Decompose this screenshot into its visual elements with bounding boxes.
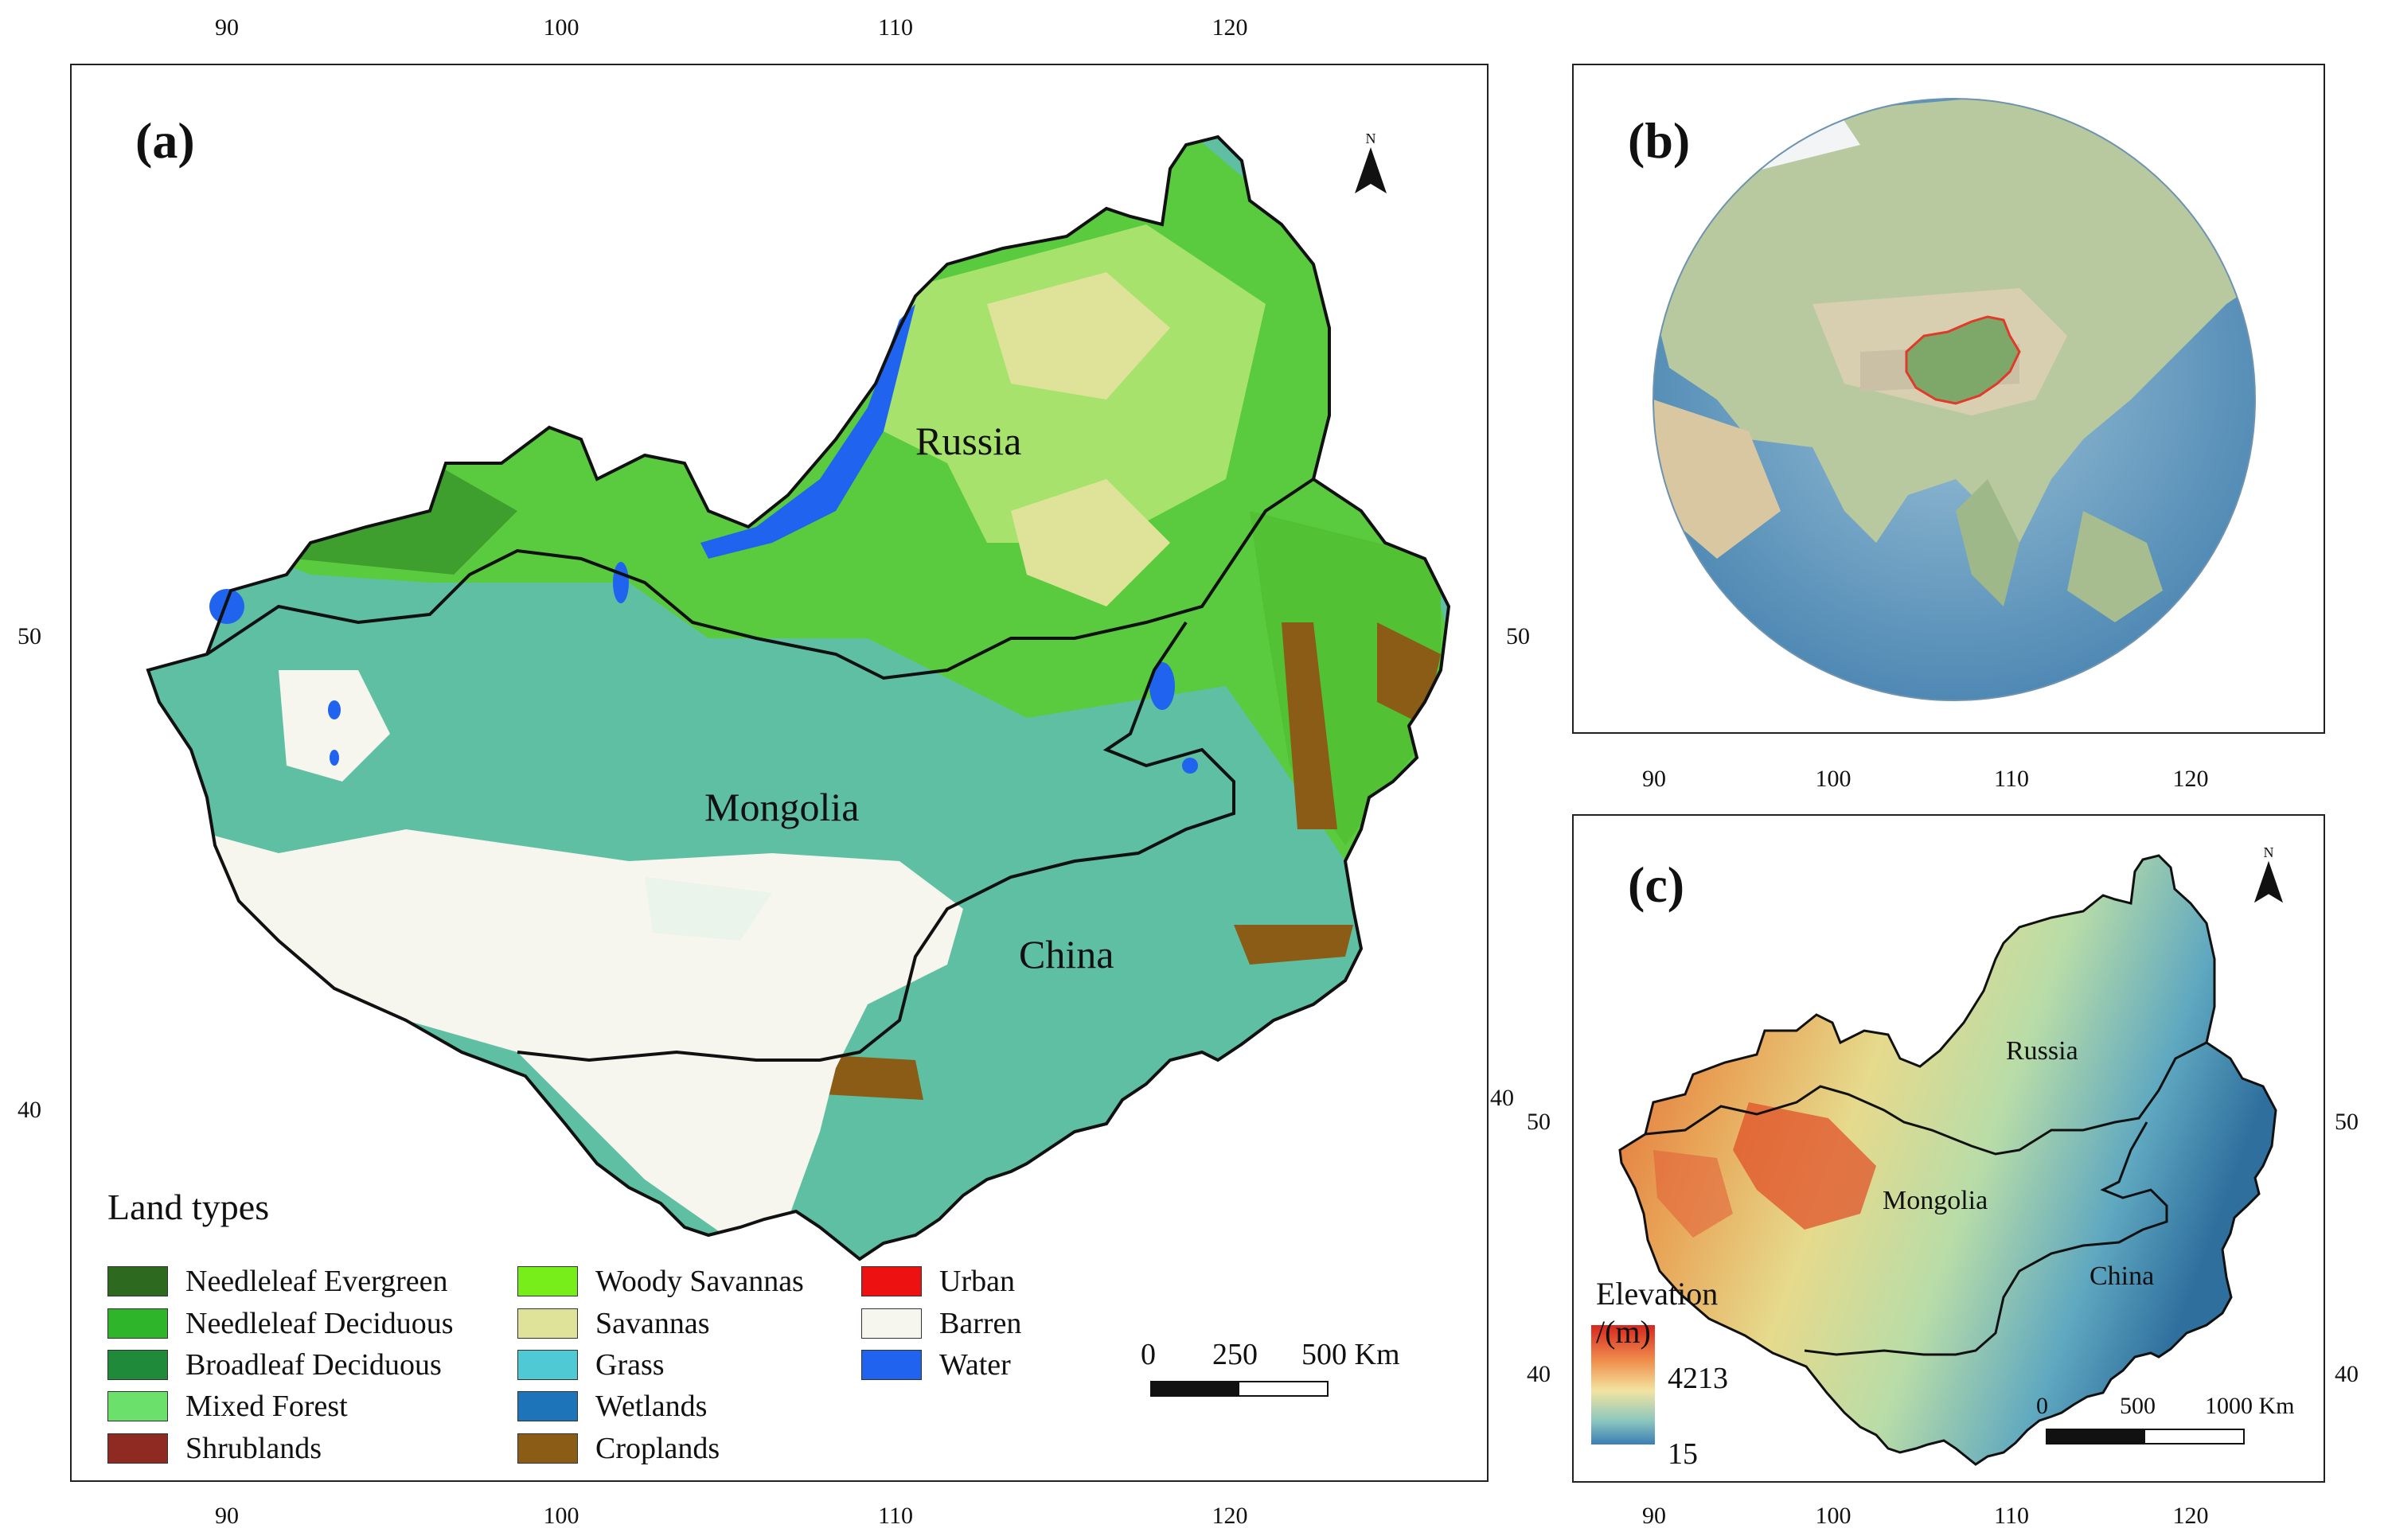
legend-item: Croplands — [517, 1432, 720, 1465]
legend-label: Needleleaf Evergreen — [185, 1265, 448, 1298]
scale-label-end: 1000 Km — [2205, 1393, 2295, 1419]
north-arrow-icon — [2253, 860, 2284, 903]
legend-item: Barren — [861, 1307, 1022, 1340]
elevation-min: 15 — [1668, 1437, 1698, 1471]
legend-item: Needleleaf Evergreen — [107, 1265, 448, 1298]
legend-label: Croplands — [595, 1432, 720, 1465]
lat-tick: 40 — [1527, 1361, 1551, 1387]
country-label-china: China — [1019, 932, 1114, 977]
country-label-russia: Russia — [2006, 1036, 2078, 1066]
legend-item: Savannas — [517, 1307, 710, 1340]
legend-label: Barren — [939, 1307, 1022, 1340]
north-arrow-icon — [1355, 147, 1387, 193]
lon-tick: 100 — [543, 14, 579, 41]
country-label-russia: Russia — [915, 419, 1022, 463]
scale-bar — [2046, 1429, 2245, 1444]
globe-locator-map — [1652, 98, 2256, 701]
legend-item: Needleleaf Deciduous — [107, 1307, 454, 1340]
legend-item: Grass — [517, 1348, 665, 1382]
scale-label-zero: 0 — [1141, 1338, 1156, 1371]
lon-tick: 110 — [878, 14, 913, 41]
lat-tick: 40 — [2335, 1361, 2359, 1387]
legend-label: Water — [939, 1348, 1011, 1382]
north-letter: N — [2263, 844, 2274, 860]
lat-tick: 50 — [18, 623, 41, 649]
north-arrow: N — [2253, 845, 2285, 904]
legend-label: Wetlands — [595, 1390, 708, 1423]
legend-swatch — [861, 1308, 922, 1339]
panel-b-globe-frame — [1572, 64, 2325, 734]
legend-swatch — [107, 1266, 168, 1296]
lon-tick: 120 — [2172, 1503, 2209, 1529]
elevation-map — [1591, 854, 2277, 1466]
country-label-china: China — [2090, 1261, 2155, 1291]
lon-tick: 90 — [1642, 1503, 1666, 1529]
scale-bar — [1150, 1381, 1329, 1397]
legend-item: Broadleaf Deciduous — [107, 1348, 442, 1382]
lon-tick: 90 — [215, 1503, 239, 1529]
lon-tick: 100 — [1815, 766, 1851, 792]
legend-item: Shrublands — [107, 1432, 322, 1465]
legend-swatch — [861, 1266, 922, 1296]
country-label-mongolia: Mongolia — [1883, 1186, 1988, 1215]
legend-item: Woody Savannas — [517, 1265, 804, 1298]
lat-tick: 50 — [2335, 1109, 2359, 1135]
scale-label-zero: 0 — [2036, 1393, 2048, 1419]
lat-tick: 40 — [18, 1097, 41, 1123]
legend-swatch — [517, 1350, 578, 1380]
panel-a-map-frame — [70, 64, 1489, 1482]
legend-swatch — [107, 1350, 168, 1380]
lon-tick: 100 — [1815, 1503, 1851, 1529]
panel-c-map-frame — [1572, 814, 2325, 1483]
lon-tick: 120 — [2172, 766, 2209, 792]
legend-item: Urban — [861, 1265, 1015, 1298]
legend-swatch — [517, 1308, 578, 1339]
legend-swatch — [861, 1350, 922, 1380]
legend-swatch — [107, 1433, 168, 1464]
legend-label: Mixed Forest — [185, 1390, 348, 1423]
country-label-mongolia: Mongolia — [704, 785, 860, 829]
legend-label: Grass — [595, 1348, 665, 1382]
lon-tick: 120 — [1212, 14, 1248, 41]
panel-label: (c) — [1628, 856, 1685, 913]
legend-swatch — [517, 1391, 578, 1421]
lon-tick: 110 — [1994, 766, 2029, 792]
legend-title: Land types — [107, 1187, 270, 1227]
lon-tick: 90 — [215, 14, 239, 41]
scale-label-end: 500 Km — [1301, 1338, 1400, 1371]
legend-label: Needleleaf Deciduous — [185, 1307, 454, 1340]
lon-tick: 90 — [1642, 766, 1666, 792]
panel-label: (a) — [135, 112, 195, 169]
legend-item: Wetlands — [517, 1390, 708, 1423]
legend-label: Shrublands — [185, 1432, 322, 1465]
legend-item: Mixed Forest — [107, 1390, 348, 1423]
land-cover-map — [146, 135, 1451, 1261]
legend-label: Urban — [939, 1265, 1015, 1298]
elevation-legend-unit: /(m) — [1596, 1314, 1651, 1350]
lon-tick: 110 — [878, 1503, 913, 1529]
elevation-max: 4213 — [1668, 1362, 1728, 1395]
legend-label: Woody Savannas — [595, 1265, 804, 1298]
north-letter: N — [1365, 131, 1376, 146]
lon-tick: 120 — [1212, 1503, 1248, 1529]
legend-item: Water — [861, 1348, 1011, 1382]
scale-label-mid: 250 — [1212, 1338, 1258, 1371]
lat-tick: 40 — [1490, 1085, 1514, 1111]
legend-label: Savannas — [595, 1307, 710, 1340]
legend-swatch — [107, 1308, 168, 1339]
lon-tick: 100 — [543, 1503, 579, 1529]
legend-label: Broadleaf Deciduous — [185, 1348, 442, 1382]
north-arrow: N — [1353, 131, 1388, 195]
lat-tick: 50 — [1527, 1109, 1551, 1135]
lon-tick: 110 — [1994, 1503, 2029, 1529]
scale-label-mid: 500 — [2120, 1393, 2156, 1419]
legend-swatch — [107, 1391, 168, 1421]
lat-tick: 50 — [1506, 623, 1530, 649]
legend-swatch — [517, 1433, 578, 1464]
panel-label: (b) — [1628, 112, 1691, 169]
legend-swatch — [517, 1266, 578, 1296]
elevation-legend-title: Elevation — [1596, 1276, 1719, 1312]
